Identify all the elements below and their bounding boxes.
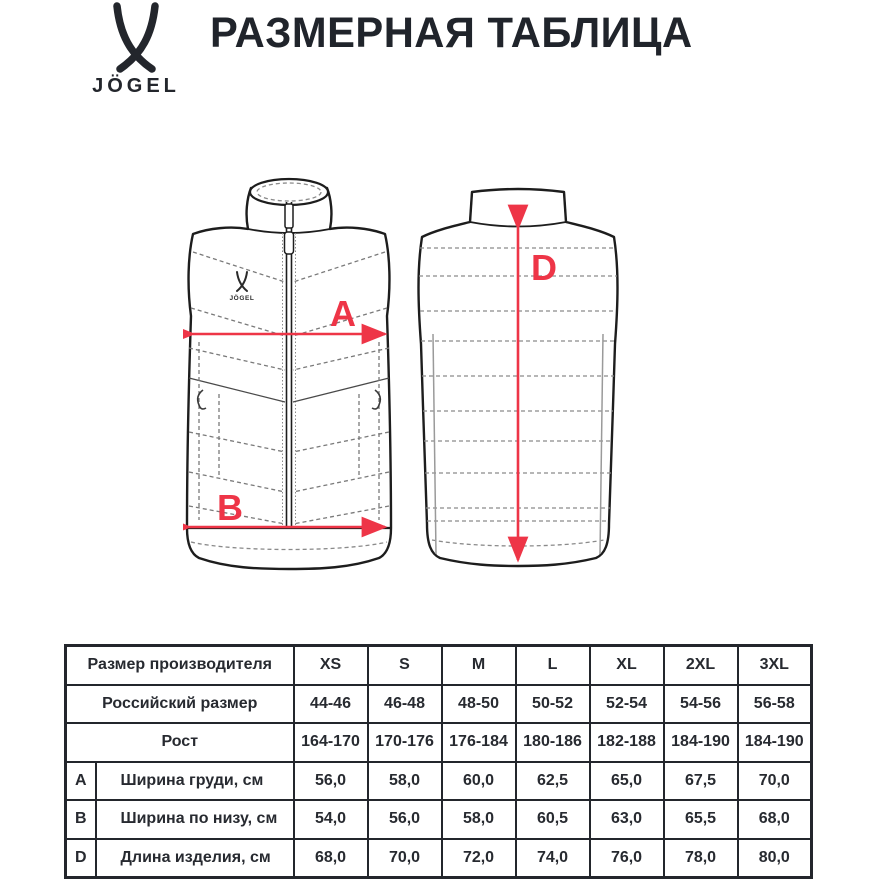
value-cell: 52-54 [588,683,665,724]
value-cell: 54-56 [662,683,739,724]
value-cell: 70,0 [736,760,813,801]
value-cell: 164-170 [292,722,369,763]
letter-cell: A [64,760,97,801]
value-cell: 46-48 [366,683,443,724]
quilt-line [188,505,286,525]
quilt-line [292,307,388,337]
value-cell: 184-190 [662,722,739,763]
value-cell: 54,0 [292,799,369,840]
value-cell: 56-58 [736,683,813,724]
zipper-pull [283,231,295,255]
pocket-zip-pull-icon [371,389,382,410]
size-cell: XS [292,644,369,686]
quilt-line [192,251,286,283]
value-cell: 68,0 [736,799,813,840]
yoke-seam [188,377,286,403]
zipper-slider [284,203,294,229]
row-header: Российский размер [64,683,295,724]
value-cell: 63,0 [588,799,665,840]
measure-label-d: D [531,247,557,288]
collar-opening [248,177,330,207]
table-row-bottom-width: B Ширина по низу, см 54,0 56,0 58,0 60,5… [64,799,813,840]
size-cell: M [440,644,517,686]
value-cell: 76,0 [588,837,665,879]
letter-cell: D [64,837,97,879]
pocket-zip-pull-icon [196,389,207,410]
value-cell: 170-176 [366,722,443,763]
row-header: Рост [64,722,295,763]
measure-label-b: B [217,487,243,528]
quilt-line [188,347,286,371]
quilt-line [292,347,390,371]
collar-stitch [256,182,322,202]
quilt-line [292,251,386,283]
measure-label-cell: Длина изделия, см [94,837,295,879]
size-cell: S [366,644,443,686]
size-cell: 2XL [662,644,739,686]
value-cell: 58,0 [440,799,517,840]
value-cell: 80,0 [736,837,813,879]
value-cell: 182-188 [588,722,665,763]
chest-logo-text: JÖGEL [229,293,254,302]
value-cell: 58,0 [366,760,443,801]
letter-cell: B [64,799,97,840]
value-cell: 176-184 [440,722,517,763]
table-row-height: Рост 164-170 170-176 176-184 180-186 182… [64,722,813,763]
value-cell: 180-186 [514,722,591,763]
brand-logo: JÖGEL [92,2,180,97]
size-cell: XL [588,644,665,686]
quilt-line [188,431,286,453]
row-header: Размер производителя [64,644,295,686]
value-cell: 72,0 [440,837,517,879]
value-cell: 62,5 [514,760,591,801]
value-cell: 74,0 [514,837,591,879]
vest-back-diagram: D [417,187,619,568]
table-row-garment-length: D Длина изделия, см 68,0 70,0 72,0 74,0 … [64,837,813,879]
page-title: РАЗМЕРНАЯ ТАБЛИЦА [210,9,693,57]
value-cell: 60,0 [440,760,517,801]
chest-logo-icon [236,271,248,292]
value-cell: 60,5 [514,799,591,840]
value-cell: 68,0 [292,837,369,879]
table-row-manufacturer-size: Размер производителя XS S M L XL 2XL 3XL [64,644,813,686]
value-cell: 48-50 [440,683,517,724]
value-cell: 56,0 [292,760,369,801]
value-cell: 44-46 [292,683,369,724]
table-row-russian-size: Российский размер 44-46 46-48 48-50 50-5… [64,683,813,724]
quilt-line [292,505,390,525]
side-seam [432,333,437,555]
measure-label-cell: Ширина по низу, см [94,799,295,840]
value-cell: 50-52 [514,683,591,724]
table-row-chest-width: A Ширина груди, см 56,0 58,0 60,0 62,5 6… [64,760,813,801]
size-table: Размер производителя XS S M L XL 2XL 3XL… [64,644,814,879]
brand-wordmark: JÖGEL [92,74,180,97]
quilt-line [190,307,286,337]
value-cell: 67,5 [662,760,739,801]
value-cell: 56,0 [366,799,443,840]
value-cell: 78,0 [662,837,739,879]
hem-stitch [190,541,388,551]
quilt-line [292,431,390,453]
yoke-seam [292,377,390,403]
measure-label-a: A [330,293,356,334]
size-cell: 3XL [736,644,813,686]
brand-logo-mark-icon [113,2,159,73]
value-cell: 65,0 [588,760,665,801]
value-cell: 184-190 [736,722,813,763]
quilt-line [188,471,286,493]
value-cell: 65,5 [662,799,739,840]
vest-front-diagram: JÖGEL A B [183,177,393,571]
measure-label-cell: Ширина груди, см [94,760,295,801]
size-cell: L [514,644,591,686]
value-cell: 70,0 [366,837,443,879]
side-seam [599,333,604,555]
quilt-line [292,471,390,493]
